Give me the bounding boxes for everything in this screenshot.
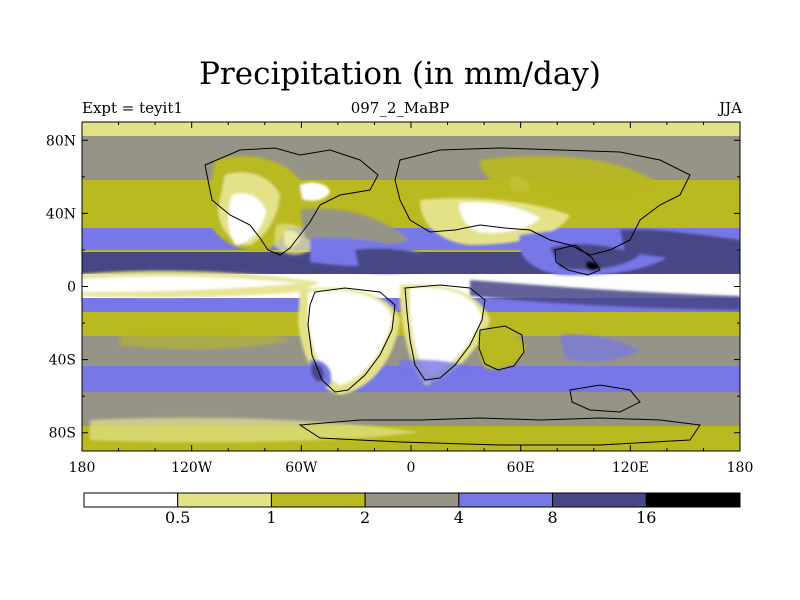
- legend-level-label: 0.5: [165, 508, 190, 527]
- coast-eurasia: [394, 147, 691, 256]
- region-central-asia-olive: [480, 156, 660, 202]
- coastlines: [204, 147, 701, 446]
- period-label: 097_2_MaBP: [350, 99, 450, 117]
- legend-level-label: 8: [547, 508, 557, 527]
- region-monsoon-max: [586, 261, 600, 271]
- legend-swatch: [552, 492, 647, 508]
- plot-title: Precipitation (in mm/day): [199, 56, 601, 92]
- legend-swatch: [270, 492, 366, 508]
- legend-labels: 0.5 1 2 4 8 16: [165, 508, 656, 527]
- band-arctic: [82, 122, 740, 136]
- season-label: JJA: [719, 99, 742, 117]
- x-tick-label: 120W: [171, 460, 213, 476]
- region-africa-white: [410, 287, 482, 374]
- region-north-america-white: [228, 193, 266, 245]
- region-south-pacific-olive: [120, 328, 290, 350]
- y-tick-label: 40S: [49, 353, 76, 369]
- region-atlantic-dark: [355, 248, 440, 274]
- region-equator-dark: [470, 280, 740, 310]
- legend-swatch: [364, 492, 460, 508]
- region-antarctic-pale: [90, 417, 420, 443]
- coast-india: [554, 244, 601, 276]
- coast-australia: [478, 325, 525, 371]
- x-tick-label: 180: [727, 460, 754, 476]
- axis-labels: 180 120W 60W 0 60E 120E 180 80N 40N 0 40S 80S: [46, 133, 753, 476]
- y-tick-label: 40N: [46, 206, 76, 222]
- coast-africa: [404, 284, 486, 381]
- legend-swatch: [177, 492, 272, 508]
- coast-antarctica: [298, 417, 701, 446]
- region-arctic-white: [300, 182, 330, 201]
- x-tick-label: 0: [407, 460, 416, 476]
- region-east-pacific-white2: [82, 276, 300, 292]
- y-tick-label: 0: [67, 280, 76, 296]
- legend-swatch: [458, 492, 554, 508]
- legend-swatch: [645, 492, 741, 508]
- region-north-atlantic-gray: [300, 208, 410, 246]
- region-south-america-white: [308, 290, 392, 385]
- band-north-high: [82, 136, 740, 180]
- precipitation-field: [82, 122, 740, 451]
- x-tick-label: 180: [69, 460, 96, 476]
- legend-level-label: 1: [266, 508, 276, 527]
- region-australia-olive: [477, 328, 525, 370]
- legend-level-label: 4: [454, 508, 464, 527]
- region-asian-monsoon-dark: [550, 244, 640, 270]
- y-tick-label: 80S: [49, 426, 76, 442]
- coast-south-america: [307, 287, 396, 393]
- x-tick-label: 60E: [507, 460, 535, 476]
- x-tick-label: 120E: [612, 460, 649, 476]
- region-pacific-dark: [620, 229, 740, 262]
- color-legend: [83, 492, 741, 508]
- region-southern-ocean-blue: [398, 359, 480, 384]
- region-australia-blue: [560, 334, 640, 362]
- legend-level-label: 16: [636, 508, 656, 527]
- x-tick-label: 60W: [285, 460, 318, 476]
- y-tick-label: 80N: [46, 133, 76, 149]
- experiment-label: Expt = teyit1: [82, 99, 183, 117]
- legend-level-label: 2: [360, 508, 370, 527]
- coast-north-america: [204, 147, 379, 256]
- region-central-america-pale: [274, 223, 311, 255]
- axis-ticks: [81, 122, 741, 451]
- coast-antarctic-peninsula: [569, 384, 641, 413]
- legend-swatch: [83, 492, 179, 508]
